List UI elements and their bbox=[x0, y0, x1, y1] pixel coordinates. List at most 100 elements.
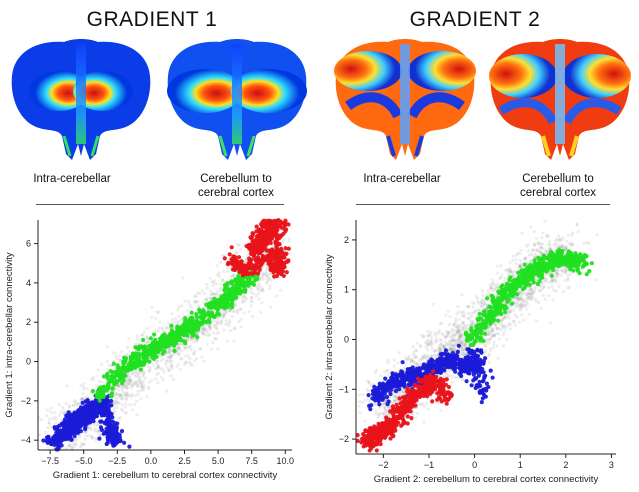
point-gray bbox=[141, 374, 145, 378]
point-gray bbox=[154, 367, 158, 371]
point-gray bbox=[214, 337, 218, 341]
point-gray bbox=[205, 299, 209, 303]
point-gray bbox=[167, 368, 171, 372]
point-gray bbox=[209, 280, 214, 284]
point-green bbox=[90, 388, 95, 394]
point-gray bbox=[129, 386, 134, 390]
point-gray bbox=[250, 300, 254, 304]
point-gray bbox=[131, 371, 135, 375]
point-gray bbox=[278, 288, 283, 292]
point-gray bbox=[128, 376, 132, 380]
point-gray bbox=[190, 337, 194, 341]
point-gray bbox=[98, 433, 102, 437]
point-gray bbox=[165, 326, 169, 330]
point-green bbox=[208, 303, 213, 308]
point-gray bbox=[222, 312, 226, 316]
point-gray bbox=[274, 294, 279, 298]
point-gray bbox=[220, 253, 224, 257]
point-green bbox=[225, 291, 230, 297]
point-red bbox=[284, 270, 289, 275]
point-red bbox=[280, 269, 286, 274]
point-gray bbox=[120, 393, 124, 398]
point-blue bbox=[98, 425, 104, 430]
point-gray bbox=[364, 398, 368, 402]
point-gray bbox=[79, 397, 83, 401]
point-gray bbox=[239, 307, 243, 311]
point-gray bbox=[189, 344, 193, 348]
point-gray bbox=[462, 342, 466, 347]
point-gray bbox=[434, 334, 438, 338]
point-gray bbox=[419, 402, 424, 406]
point-green bbox=[162, 332, 167, 337]
point-gray bbox=[414, 416, 418, 420]
point-green bbox=[153, 350, 158, 355]
point-green bbox=[122, 360, 127, 365]
point-gray bbox=[176, 348, 180, 352]
point-green bbox=[97, 398, 102, 403]
point-gray bbox=[135, 382, 139, 386]
point-red bbox=[256, 241, 261, 246]
point-gray bbox=[137, 378, 141, 382]
point-green bbox=[168, 331, 173, 337]
point-gray bbox=[184, 360, 188, 364]
point-gray bbox=[463, 342, 467, 346]
point-gray bbox=[169, 354, 173, 358]
point-red bbox=[256, 247, 261, 252]
point-gray bbox=[211, 283, 215, 287]
point-gray bbox=[458, 334, 463, 339]
point-gray bbox=[456, 330, 460, 334]
point-gray bbox=[440, 344, 444, 348]
point-gray bbox=[436, 401, 440, 405]
point-blue bbox=[55, 424, 60, 430]
point-gray bbox=[263, 271, 267, 275]
point-gray bbox=[470, 321, 474, 326]
point-gray bbox=[135, 413, 139, 417]
point-gray bbox=[461, 320, 465, 324]
point-blue bbox=[102, 413, 107, 418]
point-gray bbox=[461, 326, 465, 330]
point-gray bbox=[450, 374, 454, 378]
point-blue bbox=[75, 427, 80, 432]
point-green bbox=[229, 296, 234, 301]
point-gray bbox=[201, 327, 205, 331]
point-gray bbox=[196, 291, 200, 295]
point-gray bbox=[170, 318, 174, 322]
point-gray bbox=[140, 385, 144, 389]
point-gray bbox=[393, 398, 397, 402]
point-gray bbox=[466, 316, 470, 320]
point-gray bbox=[236, 242, 240, 246]
point-gray bbox=[138, 376, 142, 380]
point-gray bbox=[471, 320, 476, 324]
point-gray bbox=[127, 379, 131, 383]
point-gray bbox=[124, 398, 128, 402]
point-gray bbox=[222, 253, 226, 257]
point-gray bbox=[95, 385, 99, 389]
point-gray bbox=[442, 343, 446, 347]
point-gray bbox=[377, 405, 382, 409]
point-gray bbox=[217, 271, 221, 275]
point-gray bbox=[145, 336, 149, 340]
point-gray bbox=[125, 391, 129, 395]
point-gray bbox=[264, 269, 268, 273]
point-gray bbox=[431, 302, 435, 306]
point-gray bbox=[132, 382, 136, 386]
point-gray bbox=[394, 395, 398, 399]
point-gray bbox=[134, 399, 139, 403]
point-gray bbox=[90, 397, 94, 401]
point-gray bbox=[414, 355, 418, 359]
point-gray bbox=[165, 389, 169, 393]
point-gray bbox=[463, 341, 467, 345]
point-gray bbox=[139, 384, 144, 388]
point-red bbox=[242, 269, 248, 274]
point-blue bbox=[75, 411, 80, 416]
point-green bbox=[165, 344, 170, 349]
point-gray bbox=[107, 363, 111, 367]
point-gray bbox=[123, 411, 127, 415]
point-gray bbox=[369, 383, 373, 388]
point-green bbox=[133, 351, 139, 356]
point-gray bbox=[237, 243, 241, 247]
point-gray bbox=[460, 311, 464, 315]
point-gray bbox=[268, 272, 272, 276]
point-green bbox=[233, 277, 238, 282]
point-gray bbox=[264, 274, 269, 278]
